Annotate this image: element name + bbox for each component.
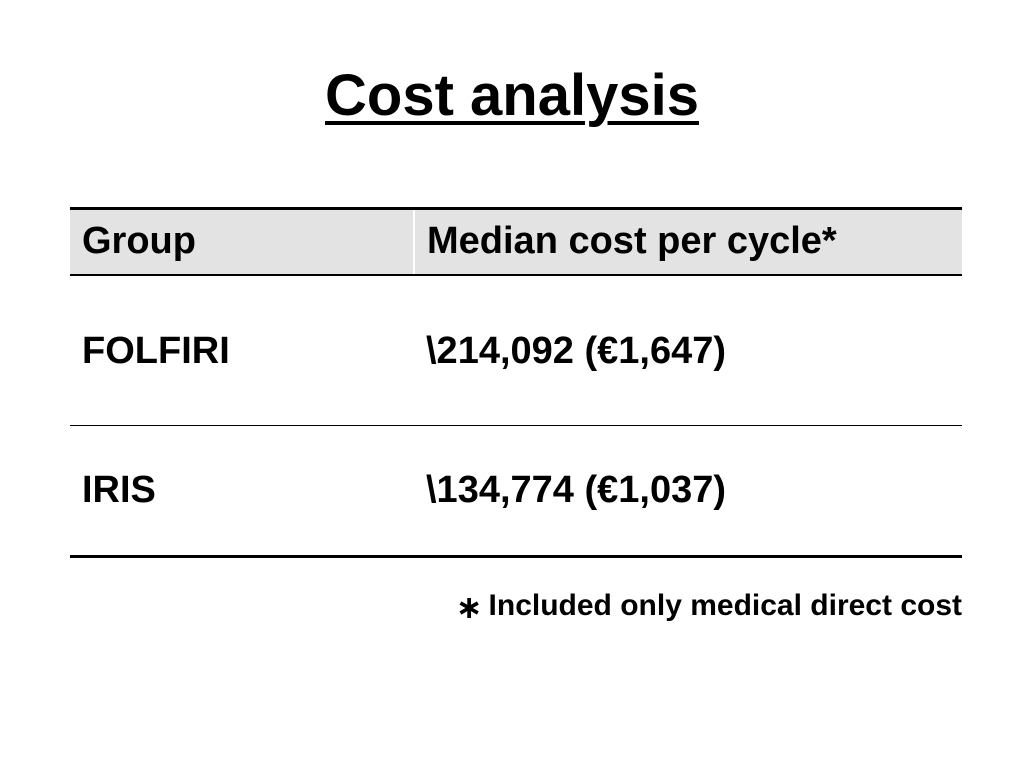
cost-table: Group Median cost per cycle* FOLFIRI \21… (70, 207, 962, 558)
cell-group: IRIS (70, 425, 414, 558)
cell-median-cost: \134,774 (€1,037) (414, 425, 962, 558)
slide-title-text: Cost analysis (325, 63, 699, 128)
cell-median-cost: \214,092 (€1,647) (414, 274, 962, 426)
header-median-cost: Median cost per cycle* (414, 207, 962, 276)
asterisk-icon: ∗ (455, 589, 483, 625)
table-row: IRIS \134,774 (€1,037) (70, 425, 962, 558)
footnote: ∗ Included only medical direct cost (0, 586, 962, 627)
table-header-row: Group Median cost per cycle* (70, 207, 962, 276)
table-row: FOLFIRI \214,092 (€1,647) (70, 274, 962, 426)
header-group: Group (70, 207, 415, 276)
slide-title: Cost analysis (0, 60, 1024, 132)
cell-group: FOLFIRI (70, 274, 414, 426)
footnote-text: Included only medical direct cost (488, 589, 962, 622)
